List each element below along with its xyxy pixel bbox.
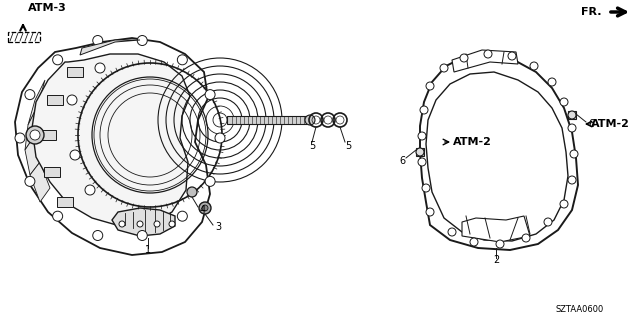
Circle shape bbox=[187, 187, 197, 197]
Text: SZTAA0600: SZTAA0600 bbox=[556, 306, 604, 315]
Polygon shape bbox=[25, 135, 40, 175]
Circle shape bbox=[522, 234, 530, 242]
Circle shape bbox=[568, 176, 576, 184]
Text: 6: 6 bbox=[588, 119, 594, 129]
Circle shape bbox=[418, 158, 426, 166]
Circle shape bbox=[169, 221, 175, 227]
Circle shape bbox=[215, 133, 225, 143]
Polygon shape bbox=[32, 54, 190, 226]
Polygon shape bbox=[67, 67, 83, 77]
Polygon shape bbox=[28, 80, 45, 125]
Circle shape bbox=[26, 126, 44, 144]
Circle shape bbox=[440, 64, 448, 72]
Circle shape bbox=[570, 150, 578, 158]
Circle shape bbox=[52, 55, 63, 65]
Circle shape bbox=[137, 36, 147, 45]
Polygon shape bbox=[80, 40, 140, 55]
Text: 6: 6 bbox=[399, 156, 405, 166]
Circle shape bbox=[420, 106, 428, 114]
FancyBboxPatch shape bbox=[8, 32, 40, 42]
Circle shape bbox=[205, 90, 215, 100]
Polygon shape bbox=[420, 54, 578, 250]
Circle shape bbox=[177, 211, 188, 221]
Circle shape bbox=[418, 132, 426, 140]
Text: 1: 1 bbox=[145, 245, 151, 255]
Circle shape bbox=[52, 211, 63, 221]
Circle shape bbox=[560, 200, 568, 208]
Circle shape bbox=[416, 148, 424, 156]
Circle shape bbox=[544, 218, 552, 226]
Circle shape bbox=[548, 78, 556, 86]
Polygon shape bbox=[416, 148, 424, 156]
Circle shape bbox=[426, 82, 434, 90]
Text: 5: 5 bbox=[345, 141, 351, 151]
Circle shape bbox=[202, 205, 208, 211]
Circle shape bbox=[85, 185, 95, 195]
Circle shape bbox=[568, 124, 576, 132]
Polygon shape bbox=[112, 208, 175, 236]
Polygon shape bbox=[15, 38, 210, 255]
Circle shape bbox=[30, 130, 40, 140]
Circle shape bbox=[119, 221, 125, 227]
Text: ATM-2: ATM-2 bbox=[452, 137, 492, 147]
Circle shape bbox=[470, 238, 478, 246]
Circle shape bbox=[484, 50, 492, 58]
Polygon shape bbox=[25, 105, 38, 150]
Circle shape bbox=[25, 176, 35, 186]
Circle shape bbox=[496, 240, 504, 248]
Text: 4: 4 bbox=[200, 205, 206, 215]
Polygon shape bbox=[30, 162, 50, 202]
Circle shape bbox=[95, 63, 105, 73]
Circle shape bbox=[93, 36, 103, 45]
Polygon shape bbox=[57, 197, 73, 207]
Circle shape bbox=[448, 228, 456, 236]
Circle shape bbox=[93, 230, 103, 241]
Text: ATM-2: ATM-2 bbox=[591, 119, 629, 129]
Polygon shape bbox=[227, 116, 310, 124]
Circle shape bbox=[70, 150, 80, 160]
Circle shape bbox=[25, 90, 35, 100]
Polygon shape bbox=[47, 95, 63, 105]
Circle shape bbox=[67, 95, 77, 105]
Text: ATM-3: ATM-3 bbox=[28, 3, 67, 13]
Circle shape bbox=[305, 115, 315, 125]
Text: FR.: FR. bbox=[582, 7, 602, 17]
Circle shape bbox=[426, 208, 434, 216]
Polygon shape bbox=[44, 167, 60, 177]
Circle shape bbox=[199, 202, 211, 214]
Text: 3: 3 bbox=[215, 222, 221, 232]
Circle shape bbox=[560, 98, 568, 106]
Circle shape bbox=[508, 52, 516, 60]
Circle shape bbox=[205, 176, 215, 186]
Polygon shape bbox=[452, 50, 518, 72]
Circle shape bbox=[530, 62, 538, 70]
Circle shape bbox=[15, 133, 25, 143]
Text: 2: 2 bbox=[493, 255, 499, 265]
Circle shape bbox=[137, 221, 143, 227]
Circle shape bbox=[422, 184, 430, 192]
Polygon shape bbox=[40, 130, 56, 140]
Circle shape bbox=[177, 55, 188, 65]
Circle shape bbox=[460, 54, 468, 62]
Circle shape bbox=[137, 230, 147, 241]
Circle shape bbox=[154, 221, 160, 227]
Polygon shape bbox=[462, 216, 530, 242]
Polygon shape bbox=[568, 111, 576, 119]
Circle shape bbox=[568, 111, 576, 119]
Text: 5: 5 bbox=[309, 141, 315, 151]
